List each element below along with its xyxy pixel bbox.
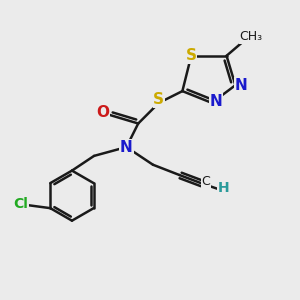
Text: N: N <box>234 78 247 93</box>
Text: S: S <box>186 48 197 63</box>
Text: N: N <box>210 94 223 109</box>
Text: C: C <box>202 175 210 188</box>
Text: Cl: Cl <box>14 197 28 211</box>
Text: S: S <box>153 92 164 107</box>
Text: O: O <box>96 105 109 120</box>
Text: N: N <box>120 140 133 154</box>
Text: H: H <box>218 181 230 195</box>
Text: CH₃: CH₃ <box>239 30 262 43</box>
